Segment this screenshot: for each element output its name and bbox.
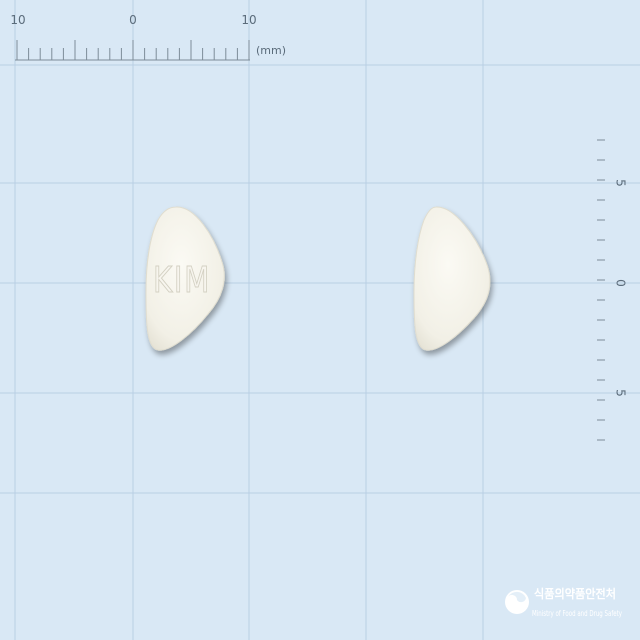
ruler-right: [597, 139, 605, 441]
ruler-top-unit: (mm): [256, 44, 286, 57]
ruler-right-label-top: 5: [614, 179, 628, 187]
ruler-right-label-bottom: 5: [614, 389, 628, 397]
ruler-top-label-left: 10: [10, 13, 25, 27]
pill-back: [413, 206, 491, 351]
ruler-right-label-zero: 0: [614, 279, 628, 287]
mfds-logo: 식품의약품안전처 Ministry of Food and Drug Safet…: [505, 586, 622, 618]
ruler-top-label-zero: 0: [129, 13, 137, 27]
pill-front: KIM: [145, 206, 225, 351]
mfds-name-ko: 식품의약품안전처: [534, 586, 616, 601]
pill-front-body: [145, 206, 225, 351]
pill-back-body: [413, 206, 491, 351]
ruler-top-label-right: 10: [241, 13, 256, 27]
mfds-name-en: Ministry of Food and Drug Safety: [532, 609, 622, 618]
ruler-top: [15, 40, 250, 61]
pill-imprint: KIM: [153, 260, 211, 301]
